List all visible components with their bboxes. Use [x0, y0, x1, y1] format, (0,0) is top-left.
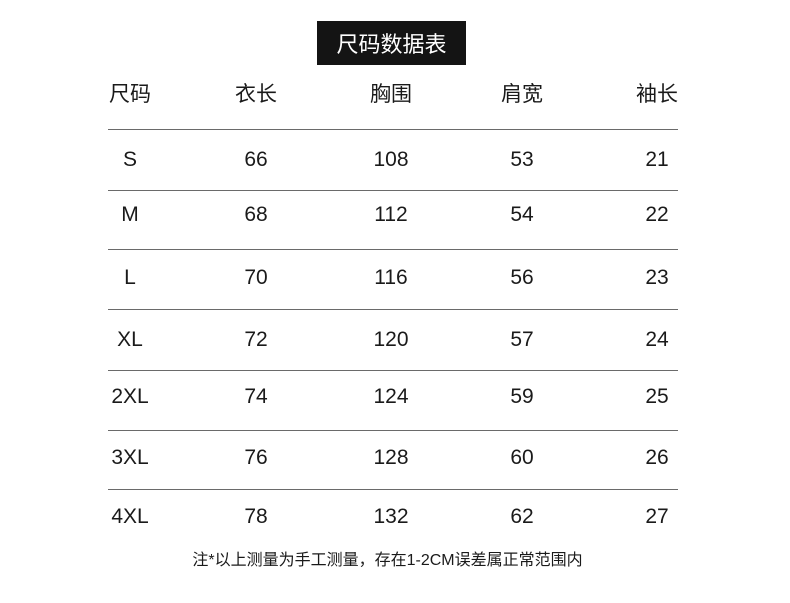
footnote: 注*以上测量为手工测量，存在1-2CM误差属正常范围内 [192, 552, 583, 569]
cell-size: 2XL [111, 385, 149, 408]
cell-sleeve: 27 [645, 505, 669, 528]
cell-length: 76 [244, 446, 268, 469]
row-divider [108, 129, 678, 130]
column-header-length: 衣长 [235, 83, 277, 106]
cell-chest: 112 [374, 203, 408, 226]
row-divider [108, 430, 678, 431]
row-divider [108, 190, 678, 191]
cell-size: M [121, 203, 139, 226]
cell-length: 66 [244, 148, 268, 171]
cell-chest: 124 [373, 385, 409, 408]
row-divider [108, 489, 678, 490]
cell-shoulder: 62 [510, 505, 534, 528]
cell-sleeve: 22 [645, 203, 669, 226]
cell-shoulder: 56 [510, 266, 534, 289]
page-title: 尺码数据表 [317, 21, 466, 65]
cell-sleeve: 25 [645, 385, 669, 408]
cell-size: 3XL [111, 446, 149, 469]
cell-chest: 108 [373, 148, 409, 171]
row-divider [108, 249, 678, 250]
cell-sleeve: 21 [645, 148, 669, 171]
cell-chest: 120 [373, 328, 409, 351]
cell-length: 72 [244, 328, 268, 351]
cell-chest: 132 [373, 505, 409, 528]
cell-length: 68 [244, 203, 268, 226]
cell-shoulder: 54 [510, 203, 534, 226]
cell-shoulder: 60 [510, 446, 534, 469]
cell-shoulder: 53 [510, 148, 534, 171]
row-divider [108, 309, 678, 310]
cell-sleeve: 26 [645, 446, 669, 469]
column-header-chest: 胸围 [370, 83, 412, 106]
column-header-shoulder: 肩宽 [501, 83, 543, 106]
cell-length: 74 [244, 385, 268, 408]
cell-length: 78 [244, 505, 268, 528]
column-header-sleeve: 袖长 [636, 83, 678, 106]
cell-size: 4XL [111, 505, 149, 528]
cell-sleeve: 23 [645, 266, 669, 289]
cell-sleeve: 24 [645, 328, 669, 351]
cell-shoulder: 59 [510, 385, 534, 408]
cell-shoulder: 57 [510, 328, 534, 351]
cell-chest: 116 [374, 266, 408, 289]
cell-size: XL [117, 328, 143, 351]
cell-size: S [122, 148, 137, 171]
column-header-size: 尺码 [109, 83, 151, 106]
cell-chest: 128 [373, 446, 409, 469]
cell-length: 70 [244, 266, 268, 289]
row-divider [108, 370, 678, 371]
cell-size: L [124, 266, 136, 289]
